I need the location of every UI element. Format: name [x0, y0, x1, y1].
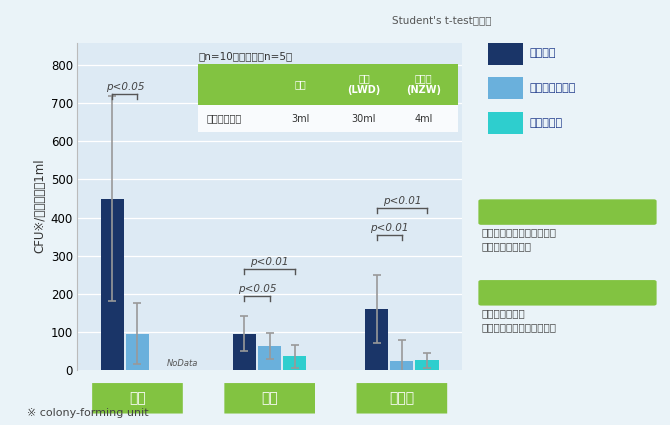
Text: ヒトデータ: ヒトデータ [485, 206, 520, 218]
Bar [100, 198, 124, 370]
Text: 全骨髄播種: 全骨髄播種 [529, 118, 562, 128]
Text: ウサギ
(NZW): ウサギ (NZW) [406, 74, 442, 95]
Text: ブタ
(LWD): ブタ (LWD) [348, 74, 381, 95]
Text: 処理骨髄液量: 処理骨髄液量 [206, 113, 241, 124]
Bar [198, 105, 458, 133]
Text: 30ml: 30ml [352, 113, 377, 124]
Text: ヒト: ヒト [129, 391, 146, 405]
Bar [391, 361, 413, 370]
Text: ブタ: ブタ [261, 391, 278, 405]
Bar [233, 334, 256, 370]
Text: ブタ・ウサギデータ: ブタ・ウサギデータ [485, 286, 548, 299]
Text: 密度勾配遠心法: 密度勾配遠心法 [529, 83, 576, 93]
Text: 京都大学再生医科学研究所
戸口田研より提供: 京都大学再生医科学研究所 戸口田研より提供 [481, 227, 556, 251]
Text: ※ colony-forming unit: ※ colony-forming unit [27, 408, 149, 418]
Text: 株式会社カネカ
医療器研究グループで取得: 株式会社カネカ 医療器研究グループで取得 [481, 308, 556, 332]
Text: ヒト: ヒト [295, 79, 306, 89]
Text: 4ml: 4ml [415, 113, 433, 124]
Bar [198, 64, 458, 105]
Bar [365, 309, 389, 370]
FancyBboxPatch shape [356, 383, 447, 414]
Bar [258, 346, 281, 370]
Text: p<0.05: p<0.05 [238, 283, 276, 294]
Text: Student's t-testで検定: Student's t-testで検定 [392, 15, 492, 26]
Bar [126, 334, 149, 370]
Text: デバイス: デバイス [529, 48, 556, 58]
FancyBboxPatch shape [92, 383, 183, 414]
Text: NoData: NoData [166, 359, 198, 368]
Y-axis label: CFU※/処理骨髄液1ml: CFU※/処理骨髄液1ml [34, 159, 46, 253]
Text: ウサギ: ウサギ [389, 391, 415, 405]
FancyBboxPatch shape [224, 383, 315, 414]
Text: p<0.05: p<0.05 [106, 82, 144, 92]
Text: 3ml: 3ml [291, 113, 310, 124]
Bar [283, 357, 306, 370]
Text: p<0.01: p<0.01 [370, 223, 409, 233]
Text: 各n=10（ヒトのみn=5）: 各n=10（ヒトのみn=5） [198, 51, 293, 61]
Text: p<0.01: p<0.01 [383, 196, 421, 206]
Text: p<0.01: p<0.01 [251, 257, 289, 267]
Bar [415, 360, 439, 370]
